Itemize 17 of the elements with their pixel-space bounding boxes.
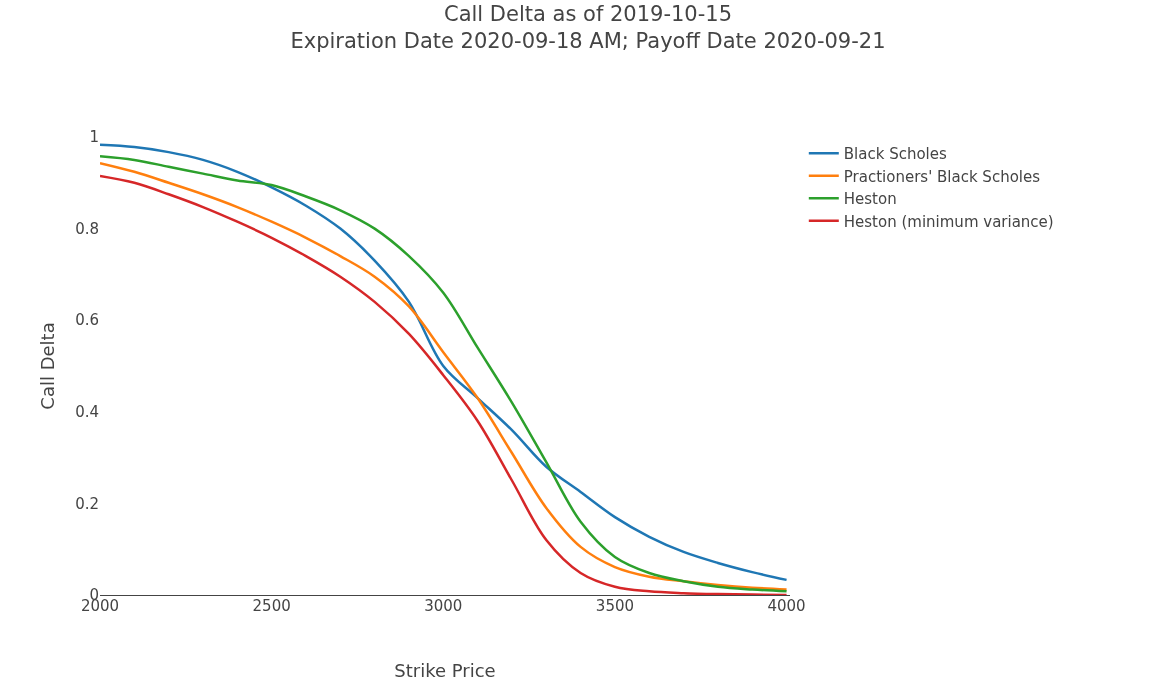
- y-tick-label: 0.4: [75, 403, 99, 422]
- x-axis-title: Strike Price: [394, 660, 496, 682]
- x-tick-label: 3000: [424, 597, 463, 615]
- legend-label: Practioners' Black Scholes: [843, 167, 1041, 186]
- x-tick-label: 4000: [767, 597, 806, 615]
- chart-subtitle: Expiration Date 2020-09-18 AM; Payoff Date 2020-09-21: [290, 29, 886, 54]
- chart-title: Call Delta as of 2019-10-15: [443, 1, 733, 26]
- y-tick-label: 1: [89, 128, 99, 147]
- y-tick-label: 0.8: [75, 219, 99, 238]
- x-tick-label: 3500: [595, 597, 635, 615]
- legend-label: Heston: [843, 190, 897, 209]
- x-tick-label: 2500: [252, 597, 291, 615]
- y-tick-label: 0.6: [75, 311, 99, 330]
- y-tick-label: 0.2: [75, 494, 99, 513]
- legend-label: Black Scholes: [843, 145, 947, 164]
- legend-label: Heston (minimum variance): [843, 212, 1054, 231]
- y-axis-title: Call Delta: [37, 322, 59, 410]
